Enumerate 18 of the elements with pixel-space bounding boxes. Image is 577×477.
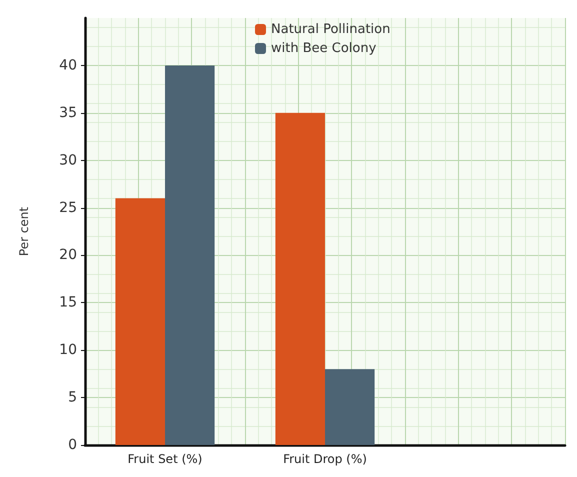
bar <box>325 369 375 445</box>
bar <box>275 112 325 445</box>
x-tick-label: Fruit Set (%) <box>128 452 202 466</box>
y-tick-label: 15 <box>59 294 77 311</box>
y-axis-title: Per cent <box>17 206 31 256</box>
legend-label: Natural Pollination <box>271 22 390 37</box>
y-tick-label: 20 <box>59 247 77 264</box>
y-tick-label: 30 <box>59 152 77 168</box>
y-tick-label: 40 <box>59 57 77 74</box>
y-tick-label: 10 <box>59 342 77 358</box>
y-tick-label: 0 <box>68 437 77 453</box>
y-tick-label: 5 <box>68 390 77 406</box>
legend-label: with Bee Colony <box>271 41 377 56</box>
bar <box>165 65 215 445</box>
bar <box>115 198 165 445</box>
y-tick-label: 35 <box>59 104 77 121</box>
x-tick-label: Fruit Drop (%) <box>283 452 367 466</box>
y-tick-label: 25 <box>59 200 77 216</box>
